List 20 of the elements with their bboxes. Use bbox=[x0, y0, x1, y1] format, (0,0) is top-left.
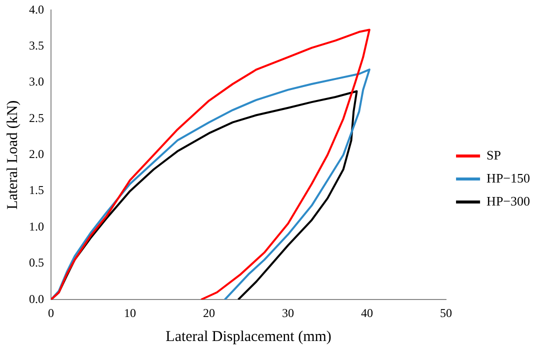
y-tick-label: 1.0 bbox=[29, 219, 44, 234]
legend-label: HP−300 bbox=[486, 193, 530, 208]
x-tick-label: 50 bbox=[440, 306, 452, 320]
y-tick-label: 0.5 bbox=[29, 256, 44, 270]
legend-label: SP bbox=[486, 147, 502, 162]
y-tick-label: 3.0 bbox=[29, 74, 44, 89]
y-tick-label: 1.5 bbox=[29, 183, 44, 198]
y-axis-title: Lateral Load (kN) bbox=[4, 100, 21, 210]
y-tick-label: 0.0 bbox=[29, 292, 44, 306]
legend-label: HP−150 bbox=[486, 170, 530, 186]
y-tick-label: 3.5 bbox=[29, 38, 44, 53]
y-tick-label: 2.5 bbox=[29, 110, 44, 125]
x-tick-label: 0 bbox=[48, 306, 54, 320]
x-tick-label: 10 bbox=[124, 306, 136, 320]
y-tick-label: 4.0 bbox=[29, 2, 44, 16]
x-tick-label: 20 bbox=[203, 306, 216, 320]
x-tick-label: 40 bbox=[361, 306, 374, 320]
y-tick-label: 2.0 bbox=[29, 147, 44, 162]
x-axis-title: Lateral Displacement (mm) bbox=[166, 328, 332, 345]
x-tick-label: 30 bbox=[282, 306, 294, 320]
